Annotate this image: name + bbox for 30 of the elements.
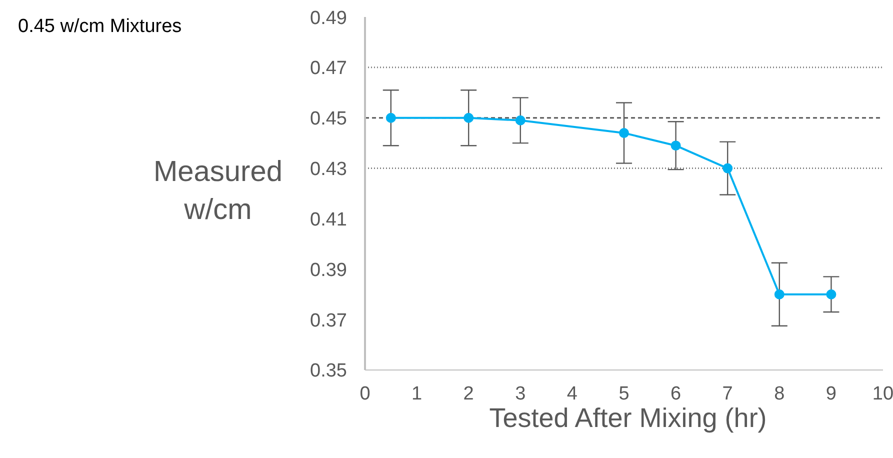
x-tick-label: 7 — [722, 383, 733, 404]
point — [619, 128, 629, 138]
x-tick-label: 1 — [412, 383, 422, 404]
y-tick-label: 0.49 — [310, 8, 347, 29]
y-tick-label: 0.37 — [310, 310, 347, 332]
point — [722, 163, 733, 174]
point — [826, 289, 836, 300]
x-tick-label: 2 — [463, 383, 474, 404]
x-tick-label: 10 — [872, 383, 893, 404]
point — [670, 140, 681, 151]
point — [774, 289, 784, 300]
x-tick-label: 9 — [826, 383, 836, 404]
y-tick-label: 0.35 — [310, 360, 347, 382]
x-tick-label: 8 — [774, 383, 785, 404]
y-tick-label: 0.41 — [310, 209, 347, 230]
point — [464, 112, 474, 123]
x-tick-label: 5 — [618, 383, 630, 404]
y-tick-label: 0.45 — [310, 108, 347, 130]
y-tick-label: 0.43 — [310, 159, 347, 180]
y-axis-title: Measured w/cm — [152, 155, 284, 228]
point — [515, 115, 526, 126]
x-tick-label: 3 — [515, 383, 526, 404]
y-tick-label: 0.39 — [310, 260, 347, 281]
text: 0.45 w/cm Mixtures — [18, 16, 182, 38]
x-axis-title: Tested After Mixing (hr) — [488, 403, 768, 434]
y-tick-label: 0.47 — [310, 58, 347, 80]
x-tick-label: 6 — [670, 383, 682, 404]
x-tick-label: 0 — [360, 383, 370, 404]
point — [386, 112, 396, 123]
x-tick-label: 4 — [566, 383, 578, 404]
